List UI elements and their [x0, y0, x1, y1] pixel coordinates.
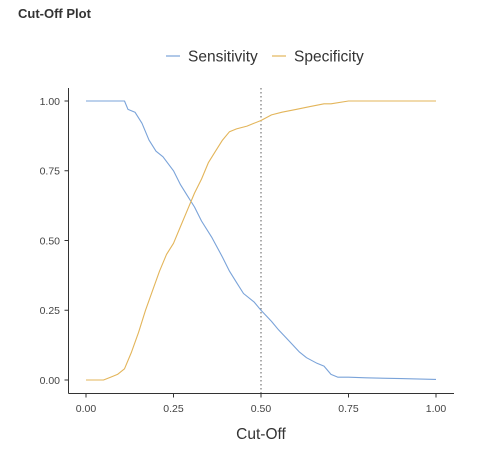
y-tick-label: 0.00: [40, 375, 61, 387]
x-tick-label: 0.25: [163, 403, 184, 415]
x-tick-label: 1.00: [426, 403, 447, 415]
legend: Sensitivity Specificity: [166, 49, 364, 66]
y-tick-label: 1.00: [40, 96, 61, 108]
y-tick-label: 0.25: [40, 305, 61, 317]
x-tick-label: 0.75: [338, 403, 359, 415]
series-line-specificity: [86, 100, 436, 381]
y-tick-label: 0.50: [40, 235, 61, 247]
x-tick-label: 0.00: [76, 403, 97, 415]
series-layer: [86, 100, 437, 381]
page-title: Cut-Off Plot: [18, 6, 91, 21]
legend-label-specificity: Specificity: [294, 49, 364, 66]
y-tick-label: 0.75: [40, 166, 61, 178]
series-line-sensitivity: [86, 100, 437, 380]
x-axis-ticks: 0.00 0.25 0.50 0.75 1.00: [76, 393, 447, 415]
x-axis-title: Cut-Off: [236, 426, 286, 443]
y-axis-ticks: 0.00 0.25 0.50 0.75 1.00: [40, 96, 69, 387]
x-tick-label: 0.50: [251, 403, 272, 415]
legend-label-sensitivity: Sensitivity: [188, 49, 258, 66]
